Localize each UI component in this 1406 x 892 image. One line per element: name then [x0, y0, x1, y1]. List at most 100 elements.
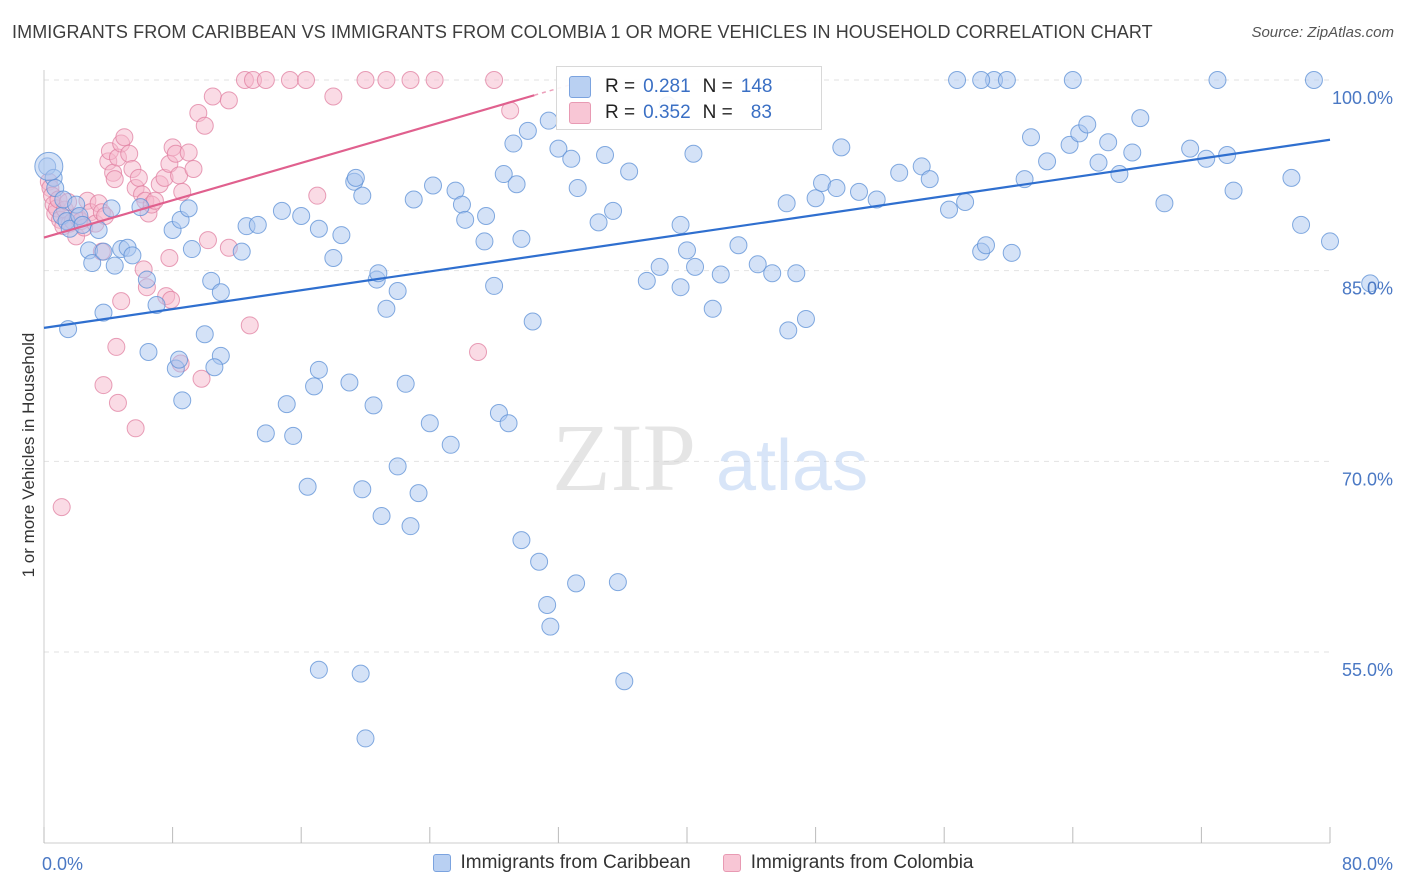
point-colombia	[115, 128, 134, 147]
point-colombia	[324, 87, 343, 106]
point-caribbean	[123, 246, 142, 265]
point-caribbean	[1224, 181, 1243, 200]
y-tick-label: 100.0%	[1332, 88, 1393, 108]
point-caribbean	[477, 207, 496, 226]
point-caribbean	[518, 121, 537, 140]
point-caribbean	[711, 265, 730, 284]
point-caribbean	[530, 552, 549, 571]
data-points	[34, 71, 1380, 748]
point-caribbean	[1208, 71, 1227, 89]
point-caribbean	[1321, 232, 1339, 251]
r-label: R =	[605, 102, 636, 123]
y-tick-label: 55.0%	[1342, 660, 1393, 680]
trend-line-caribbean	[43, 138, 1331, 329]
swatch-colombia	[569, 102, 591, 124]
point-caribbean	[604, 201, 623, 220]
point-caribbean	[777, 194, 796, 213]
point-caribbean	[671, 278, 690, 297]
grid	[44, 79, 1330, 653]
point-caribbean	[729, 236, 748, 255]
chart-source: Source: ZipAtlas.com	[1251, 24, 1394, 41]
point-caribbean	[34, 151, 64, 181]
point-colombia	[107, 337, 126, 356]
legend-swatch-colombia	[722, 854, 741, 872]
point-caribbean	[684, 144, 703, 163]
point-caribbean	[832, 138, 851, 157]
point-colombia	[469, 343, 488, 362]
point-colombia	[280, 71, 299, 89]
watermark-zip: ZIP	[552, 404, 696, 511]
legend-label-colombia: Immigrants from Colombia	[750, 852, 974, 873]
point-caribbean	[1131, 109, 1150, 128]
point-caribbean	[867, 190, 886, 209]
point-caribbean	[1282, 168, 1301, 187]
point-caribbean	[1099, 133, 1118, 152]
point-caribbean	[1155, 194, 1174, 213]
point-colombia	[308, 186, 327, 205]
point-caribbean	[827, 179, 846, 198]
point-colombia	[120, 144, 139, 163]
stats-legend: R = 0.281 N = 148 R = 0.352 N = 83	[556, 66, 822, 130]
legend-item-caribbean[interactable]: Immigrants from Caribbean	[432, 852, 691, 874]
point-caribbean	[678, 241, 696, 260]
point-caribbean	[787, 264, 806, 283]
point-colombia	[425, 71, 444, 89]
point-caribbean	[404, 190, 423, 209]
point-caribbean	[292, 207, 311, 226]
point-caribbean	[568, 179, 587, 198]
point-caribbean	[538, 595, 557, 614]
r-value-caribbean: 0.281	[643, 76, 691, 97]
point-caribbean	[388, 457, 407, 476]
point-caribbean	[409, 484, 428, 503]
point-caribbean	[170, 350, 189, 369]
point-caribbean	[284, 426, 303, 445]
point-caribbean	[608, 573, 627, 592]
point-caribbean	[620, 162, 639, 181]
point-caribbean	[997, 71, 1016, 89]
point-caribbean	[388, 282, 407, 301]
point-caribbean	[499, 414, 518, 433]
point-caribbean	[523, 312, 542, 331]
point-caribbean	[340, 373, 359, 392]
point-colombia	[377, 71, 396, 89]
point-caribbean	[277, 395, 296, 414]
point-caribbean	[1078, 115, 1097, 134]
n-label: N =	[702, 102, 733, 123]
point-caribbean	[650, 257, 669, 276]
point-colombia	[485, 71, 504, 89]
point-caribbean	[948, 71, 967, 89]
point-colombia	[108, 393, 127, 412]
point-caribbean	[541, 617, 560, 636]
point-caribbean	[549, 139, 568, 158]
point-caribbean	[441, 435, 460, 454]
point-caribbean	[356, 729, 375, 748]
y-tick-label: 70.0%	[1342, 469, 1393, 489]
point-caribbean	[507, 175, 526, 194]
point-caribbean	[539, 111, 558, 130]
point-colombia	[184, 159, 203, 178]
legend-item-colombia[interactable]: Immigrants from Colombia	[722, 852, 974, 874]
stats-row-caribbean: R = 0.281 N = 148	[569, 75, 784, 99]
point-caribbean	[703, 299, 722, 318]
point-caribbean	[637, 271, 656, 290]
point-caribbean	[248, 215, 267, 234]
point-caribbean	[94, 242, 113, 261]
point-caribbean	[779, 321, 798, 340]
point-caribbean	[615, 672, 634, 691]
point-caribbean	[494, 165, 513, 184]
point-caribbean	[353, 186, 372, 205]
point-colombia	[198, 231, 217, 250]
point-caribbean	[1089, 153, 1108, 172]
r-value-colombia: 0.352	[643, 102, 691, 123]
point-caribbean	[179, 199, 198, 218]
point-caribbean	[1022, 128, 1041, 147]
x-tick-label: 80.0%	[1342, 854, 1393, 874]
point-caribbean	[1063, 71, 1082, 89]
point-caribbean	[182, 240, 201, 259]
point-caribbean	[102, 199, 121, 218]
point-caribbean	[475, 232, 494, 251]
point-caribbean	[748, 255, 767, 274]
point-caribbean	[364, 396, 383, 415]
point-caribbean	[912, 157, 931, 176]
